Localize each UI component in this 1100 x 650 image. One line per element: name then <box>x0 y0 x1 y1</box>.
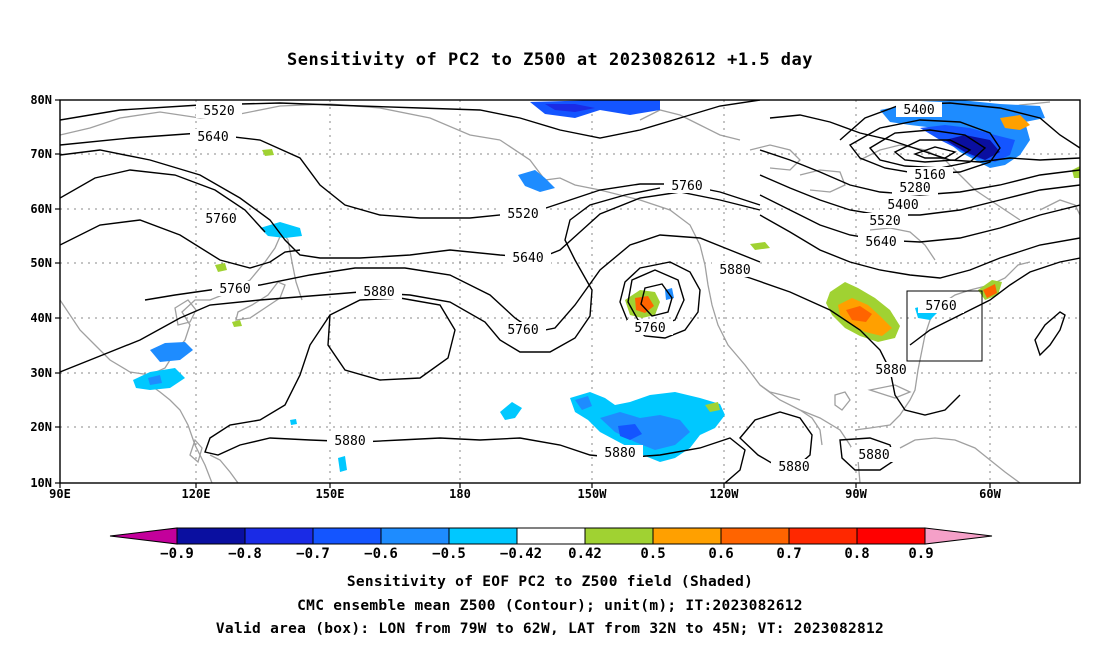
lat-label: 20N <box>30 420 52 434</box>
colorbar-segment <box>176 527 246 545</box>
z500-contours <box>60 100 1080 483</box>
valid-area-box <box>906 290 983 362</box>
contour-label: 5880 <box>719 263 750 278</box>
contour-label: 5880 <box>604 446 635 461</box>
colorbar-label: −0.9 <box>160 546 194 562</box>
colorbar-segment <box>380 527 450 545</box>
contour-label: 5760 <box>507 323 538 338</box>
contour-label: 5160 <box>914 168 945 183</box>
contour-label: 5520 <box>203 104 234 119</box>
colorbar-label: 0.9 <box>908 546 933 562</box>
colorbar-labels: −0.9 −0.8 −0.7 −0.6 −0.5 −0.42 0.42 0.5 … <box>160 546 934 562</box>
contour-label: 5880 <box>334 434 365 449</box>
colorbar-segment <box>516 527 586 545</box>
colorbar-label: 0.6 <box>708 546 733 562</box>
lon-label: 180 <box>449 487 471 501</box>
contour-label: 5760 <box>219 282 250 297</box>
colorbar-label: −0.42 <box>500 546 542 562</box>
longitude-labels: 90E 120E 150E 180 150W 120W 90W 60W <box>49 487 1001 501</box>
contour-label: 5520 <box>869 214 900 229</box>
colorbar-segment <box>448 527 518 545</box>
lat-label: 80N <box>30 93 52 107</box>
caption-line-1: Sensitivity of EOF PC2 to Z500 field (Sh… <box>346 574 754 590</box>
colorbar-label: 0.7 <box>776 546 801 562</box>
colorbar-segment <box>788 527 858 545</box>
colorbar-label: 0.5 <box>640 546 665 562</box>
lat-label: 30N <box>30 366 52 380</box>
contour-label: 5880 <box>363 285 394 300</box>
lat-label: 60N <box>30 202 52 216</box>
page-title: Sensitivity of PC2 to Z500 at 2023082612… <box>286 50 813 70</box>
colorbar-label: −0.7 <box>296 546 330 562</box>
contour-label: 5400 <box>903 103 934 118</box>
contour-label: 5280 <box>899 181 930 196</box>
colorbar-segment <box>109 527 178 545</box>
lat-label: 70N <box>30 147 52 161</box>
lon-label: 150E <box>316 487 345 501</box>
contour-label: 5640 <box>512 251 543 266</box>
colorbar-label: −0.8 <box>228 546 262 562</box>
colorbar <box>109 527 993 545</box>
lon-label: 60W <box>979 487 1001 501</box>
contour-label: 5400 <box>887 198 918 213</box>
map-border <box>59 99 1081 484</box>
colorbar-segment <box>652 527 722 545</box>
contour-label: 5880 <box>778 460 809 475</box>
colorbar-label: 0.8 <box>844 546 869 562</box>
colorbar-label: −0.5 <box>432 546 466 562</box>
lon-label: 150W <box>578 487 608 501</box>
lon-label: 90E <box>49 487 71 501</box>
contour-label: 5760 <box>671 179 702 194</box>
lat-label: 10N <box>30 476 52 490</box>
lon-label: 120W <box>710 487 740 501</box>
contour-label: 5760 <box>634 321 665 336</box>
contour-label: 5880 <box>858 448 889 463</box>
latitude-labels: 80N 70N 60N 50N 40N 30N 20N 10N <box>30 93 52 490</box>
lon-label: 120E <box>182 487 211 501</box>
colorbar-segment <box>856 527 926 545</box>
colorbar-label: 0.42 <box>568 546 602 562</box>
lon-label: 90W <box>845 487 867 501</box>
lat-label: 50N <box>30 256 52 270</box>
contour-label: 5760 <box>205 212 236 227</box>
colorbar-segment <box>244 527 314 545</box>
contour-label: 5760 <box>925 299 956 314</box>
axis-ticks <box>55 99 991 488</box>
lat-label: 40N <box>30 311 52 325</box>
contour-label: 5880 <box>875 363 906 378</box>
contour-label: 5640 <box>197 130 228 145</box>
contour-label: 5520 <box>507 207 538 222</box>
contour-label: 5640 <box>865 235 896 250</box>
colorbar-segment <box>312 527 382 545</box>
colorbar-label: −0.6 <box>364 546 398 562</box>
contour-labels: 5520 5640 5760 5760 5880 5760 5520 5640 … <box>190 102 964 475</box>
caption-line-3: Valid area (box): LON from 79W to 62W, L… <box>215 621 885 637</box>
colorbar-segment <box>924 527 993 545</box>
colorbar-segment <box>584 527 654 545</box>
colorbar-segment <box>720 527 790 545</box>
caption-line-2: CMC ensemble mean Z500 (Contour); unit(m… <box>297 598 803 614</box>
